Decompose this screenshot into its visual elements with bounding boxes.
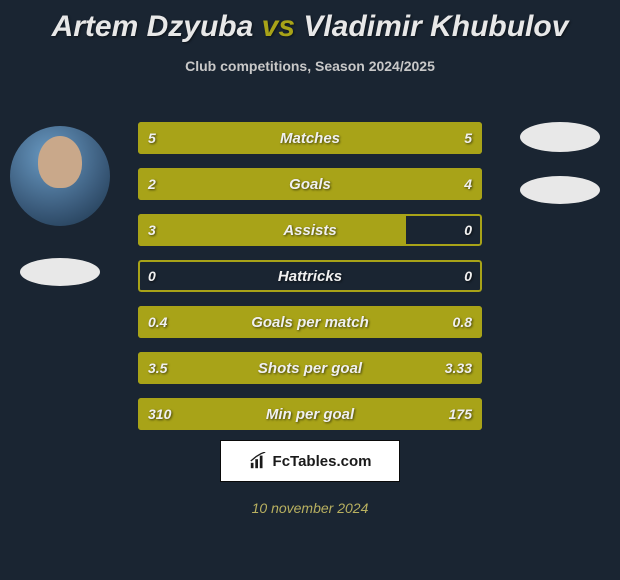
stat-label: Min per goal — [138, 398, 482, 430]
stat-row: 55Matches — [138, 122, 482, 154]
logo-text: FcTables.com — [273, 453, 372, 470]
vs-label: vs — [262, 10, 295, 43]
player1-flag — [20, 258, 100, 286]
stat-label: Matches — [138, 122, 482, 154]
player2-flag — [520, 176, 600, 204]
stat-row: 310175Min per goal — [138, 398, 482, 430]
stat-row: 0.40.8Goals per match — [138, 306, 482, 338]
stat-label: Assists — [138, 214, 482, 246]
player2-name: Vladimir Khubulov — [303, 10, 568, 43]
stat-row: 24Goals — [138, 168, 482, 200]
stat-label: Shots per goal — [138, 352, 482, 384]
stat-row: 30Assists — [138, 214, 482, 246]
stat-label: Goals per match — [138, 306, 482, 338]
stat-row: 3.53.33Shots per goal — [138, 352, 482, 384]
date-label: 10 november 2024 — [0, 500, 620, 516]
stat-label: Goals — [138, 168, 482, 200]
stat-row: 00Hattricks — [138, 260, 482, 292]
comparison-title: Artem Dzyuba vs Vladimir Khubulov — [0, 0, 620, 44]
player1-name: Artem Dzyuba — [52, 10, 254, 43]
stat-label: Hattricks — [138, 260, 482, 292]
fctables-logo: FcTables.com — [220, 440, 400, 482]
subtitle: Club competitions, Season 2024/2025 — [0, 58, 620, 74]
player2-avatar-placeholder — [520, 122, 600, 152]
chart-icon — [249, 452, 267, 470]
player1-avatar — [10, 126, 110, 226]
stats-table: 55Matches 24Goals 30Assists 00Hattricks 0.40… — [138, 122, 482, 444]
